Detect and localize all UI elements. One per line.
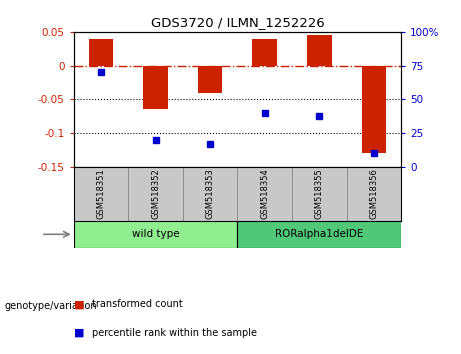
Title: GDS3720 / ILMN_1252226: GDS3720 / ILMN_1252226 — [151, 16, 324, 29]
Bar — [361, 65, 386, 153]
Text: GSM518355: GSM518355 — [315, 169, 324, 219]
Bar — [198, 65, 222, 93]
Text: RORalpha1delDE: RORalpha1delDE — [275, 229, 363, 239]
Text: GSM518351: GSM518351 — [96, 169, 106, 219]
Bar — [307, 35, 331, 65]
Bar — [74, 221, 237, 248]
Bar — [253, 39, 277, 65]
Bar — [237, 221, 401, 248]
Text: ■: ■ — [74, 299, 84, 309]
Text: GSM518352: GSM518352 — [151, 169, 160, 219]
Text: GSM518354: GSM518354 — [260, 169, 269, 219]
Text: ■: ■ — [74, 328, 84, 338]
Text: wild type: wild type — [132, 229, 179, 239]
Text: genotype/variation: genotype/variation — [5, 301, 97, 311]
Bar — [237, 167, 292, 221]
Text: GSM518353: GSM518353 — [206, 169, 215, 219]
Bar — [183, 167, 237, 221]
Text: transformed count: transformed count — [92, 299, 183, 309]
Text: percentile rank within the sample: percentile rank within the sample — [92, 328, 257, 338]
Bar — [89, 39, 113, 65]
Bar — [74, 167, 128, 221]
Bar — [347, 167, 401, 221]
Bar — [292, 167, 347, 221]
Bar — [143, 65, 168, 109]
Text: GSM518356: GSM518356 — [369, 169, 378, 219]
Bar — [128, 167, 183, 221]
